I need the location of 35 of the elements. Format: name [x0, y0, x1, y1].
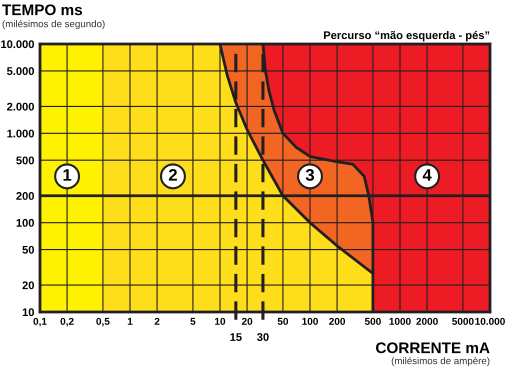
x-axis-title: CORRENTE mA (milésimos de ampère) [376, 342, 490, 366]
chart-title: Percurso “mão esquerda - pés” [324, 30, 490, 42]
y-tick-label: 50 [22, 246, 34, 254]
y-tick-label: 100 [16, 218, 34, 227]
y-tick-label: 5.000 [6, 67, 34, 76]
x-tick-label: 50 [278, 318, 288, 325]
y-tick-label: 200 [16, 192, 34, 200]
x-tick-label: 20 [242, 318, 252, 325]
x-tick-label: 0,1 [33, 318, 47, 326]
y-tick-label: 500 [16, 156, 34, 164]
x-tick-label: 5 [190, 318, 196, 325]
y-tick-label: 10.000 [1, 40, 34, 48]
y-axis-title: TEMPO ms (milésimos de segundo) [2, 4, 105, 30]
x-tick-label: 200 [329, 318, 346, 325]
x-tick-label: 2 [154, 318, 160, 325]
y-tick-label: 20 [22, 281, 34, 290]
x-tick-label: 1 [128, 318, 132, 325]
annotation: 3 [306, 169, 314, 181]
y-tick-label: 2.000 [7, 102, 34, 111]
annotation: 2 [168, 169, 177, 181]
x-tick-label: 10.000 [475, 318, 505, 325]
y-tick-label: 10 [22, 308, 34, 316]
x-tick-label: 100 [302, 318, 318, 325]
x-tick-label: 5000 [452, 318, 474, 325]
x-tick-label: 2000 [416, 318, 438, 325]
x-tick-label: 0,2 [60, 318, 74, 326]
y-tick-label: 1.000 [7, 130, 34, 138]
x-tick-label: 0,5 [96, 318, 110, 326]
ref-line-label: 15 [230, 333, 242, 341]
x-tick-label: 500 [364, 318, 381, 325]
ref-line-label: 30 [257, 333, 269, 342]
x-tick-label: 10 [215, 318, 226, 325]
x-tick-label: 1000 [390, 318, 411, 325]
annotation: 4 [422, 169, 432, 181]
annotation: 1 [64, 169, 72, 181]
